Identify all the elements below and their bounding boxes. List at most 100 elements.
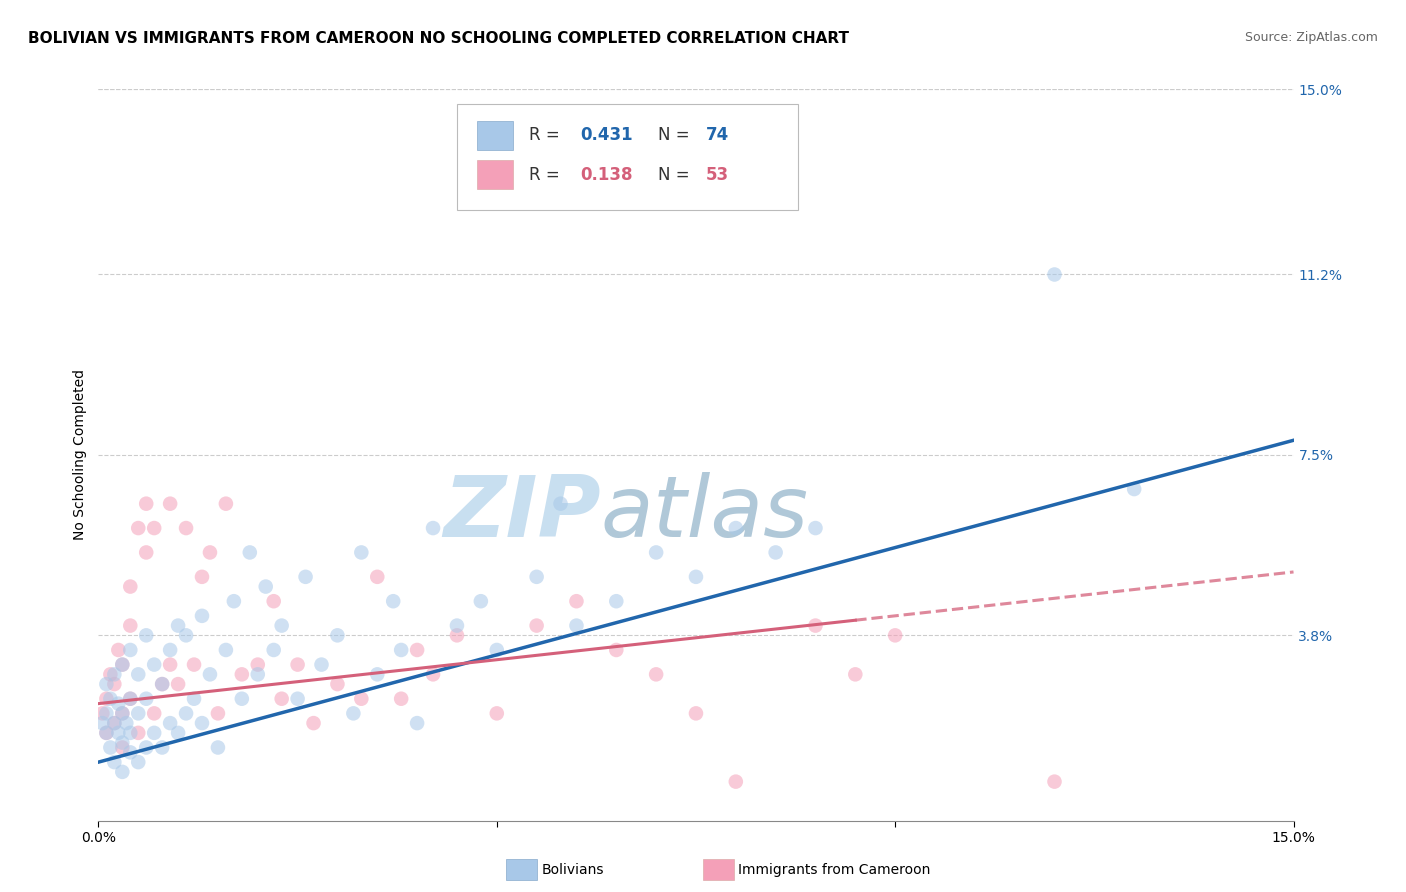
Point xyxy=(143,706,166,721)
Point xyxy=(389,643,412,657)
Point xyxy=(765,545,787,559)
Point xyxy=(103,755,125,769)
Point xyxy=(103,716,125,731)
Point xyxy=(231,667,253,681)
Point xyxy=(174,706,197,721)
Point xyxy=(120,580,142,594)
Text: Source: ZipAtlas.com: Source: ZipAtlas.com xyxy=(1244,31,1378,45)
Point xyxy=(326,677,349,691)
Point xyxy=(270,618,292,632)
FancyBboxPatch shape xyxy=(477,120,513,150)
Y-axis label: No Schooling Completed: No Schooling Completed xyxy=(73,369,87,541)
Point xyxy=(135,691,157,706)
Point xyxy=(103,677,125,691)
Point xyxy=(103,716,125,731)
Point xyxy=(287,657,309,672)
Point xyxy=(294,570,316,584)
Text: 0.138: 0.138 xyxy=(581,166,633,184)
Point xyxy=(111,657,134,672)
Point xyxy=(302,716,325,731)
Point xyxy=(422,667,444,681)
Point xyxy=(198,667,221,681)
Point xyxy=(111,740,134,755)
Point xyxy=(685,706,707,721)
FancyBboxPatch shape xyxy=(457,103,797,210)
Point xyxy=(804,521,827,535)
Point xyxy=(207,706,229,721)
Point xyxy=(127,755,149,769)
Point xyxy=(91,706,114,721)
Point xyxy=(263,594,285,608)
Point xyxy=(287,691,309,706)
FancyBboxPatch shape xyxy=(477,161,513,189)
Point xyxy=(120,745,142,759)
Point xyxy=(254,580,277,594)
Point xyxy=(96,706,118,721)
Text: N =: N = xyxy=(658,166,695,184)
Point xyxy=(215,497,238,511)
Point xyxy=(183,657,205,672)
Point xyxy=(1043,774,1066,789)
Point xyxy=(645,667,668,681)
Point xyxy=(120,726,142,740)
Point xyxy=(446,628,468,642)
Point xyxy=(470,594,492,608)
Point xyxy=(159,657,181,672)
Point xyxy=(150,740,173,755)
Point xyxy=(111,764,134,779)
Point xyxy=(382,594,405,608)
Point xyxy=(239,545,262,559)
Point xyxy=(550,497,572,511)
Point xyxy=(446,618,468,632)
Point xyxy=(127,521,149,535)
Point xyxy=(98,667,122,681)
Point xyxy=(167,618,190,632)
Point xyxy=(406,716,429,731)
Text: Bolivians: Bolivians xyxy=(541,863,603,877)
Point xyxy=(389,691,412,706)
Point xyxy=(107,697,129,711)
Point xyxy=(150,677,173,691)
Point xyxy=(98,740,122,755)
Point xyxy=(183,691,205,706)
Point xyxy=(143,726,166,740)
Point xyxy=(111,736,134,750)
Point xyxy=(645,545,668,559)
Text: 53: 53 xyxy=(706,166,728,184)
Point xyxy=(159,643,181,657)
Point xyxy=(844,667,866,681)
Point xyxy=(342,706,364,721)
Text: N =: N = xyxy=(658,127,695,145)
Point xyxy=(215,643,238,657)
Point xyxy=(350,691,373,706)
Point xyxy=(804,618,827,632)
Point xyxy=(246,667,269,681)
Point xyxy=(406,643,429,657)
Point xyxy=(207,740,229,755)
Point xyxy=(167,677,190,691)
Point xyxy=(724,774,747,789)
Point xyxy=(120,691,142,706)
Point xyxy=(724,521,747,535)
Text: BOLIVIAN VS IMMIGRANTS FROM CAMEROON NO SCHOOLING COMPLETED CORRELATION CHART: BOLIVIAN VS IMMIGRANTS FROM CAMEROON NO … xyxy=(28,31,849,46)
Point xyxy=(565,618,588,632)
Point xyxy=(135,545,157,559)
Point xyxy=(143,657,166,672)
Point xyxy=(485,706,508,721)
Point xyxy=(107,726,129,740)
Text: ZIP: ZIP xyxy=(443,472,600,555)
Point xyxy=(135,497,157,511)
Point xyxy=(120,643,142,657)
Text: 74: 74 xyxy=(706,127,728,145)
Point xyxy=(350,545,373,559)
Point xyxy=(103,667,125,681)
Point xyxy=(159,497,181,511)
Text: R =: R = xyxy=(529,127,565,145)
Point xyxy=(263,643,285,657)
Point xyxy=(107,643,129,657)
Text: Immigrants from Cameroon: Immigrants from Cameroon xyxy=(738,863,931,877)
Point xyxy=(120,691,142,706)
Point xyxy=(422,521,444,535)
Point xyxy=(311,657,333,672)
Point xyxy=(884,628,907,642)
